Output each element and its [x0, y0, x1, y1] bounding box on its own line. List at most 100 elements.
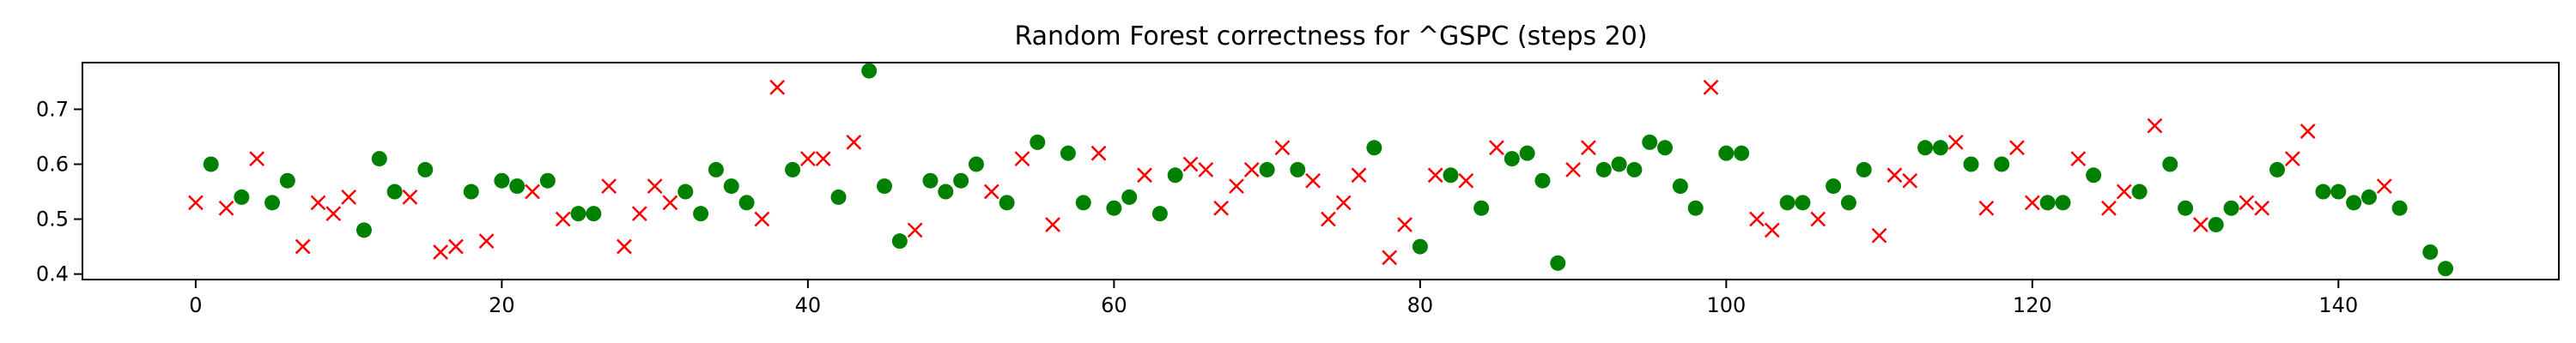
correct-point: [264, 195, 281, 211]
incorrect-point: [1947, 134, 1964, 150]
correct-point: [708, 161, 724, 178]
correct-point: [1687, 200, 1704, 216]
incorrect-point: [1871, 227, 1887, 244]
correct-point: [922, 172, 939, 189]
incorrect-point: [402, 190, 418, 205]
correct-point: [509, 178, 526, 195]
incorrect-point: [1427, 167, 1443, 184]
correct-point: [1734, 145, 1750, 161]
correct-point: [1779, 195, 1795, 211]
correct-point: [723, 178, 739, 195]
y-tick-label: 0.5: [36, 208, 69, 232]
correct-point: [2055, 195, 2071, 211]
incorrect-point: [1243, 162, 1260, 178]
incorrect-point: [188, 195, 204, 211]
incorrect-point: [1397, 217, 1413, 232]
incorrect-point: [769, 79, 786, 95]
correct-point: [1856, 161, 1872, 178]
incorrect-point: [1091, 145, 1107, 161]
correct-point: [2391, 200, 2408, 216]
incorrect-point: [2116, 184, 2132, 200]
correct-point: [861, 63, 878, 79]
correct-point: [279, 172, 295, 189]
incorrect-point: [2284, 151, 2300, 166]
correct-point: [1718, 145, 1735, 161]
correct-point: [877, 178, 893, 195]
incorrect-point: [601, 178, 617, 194]
plot-frame: [82, 62, 2560, 280]
x-tick-label: 120: [2013, 293, 2052, 317]
incorrect-point: [341, 190, 357, 205]
correct-point: [1060, 145, 1076, 161]
incorrect-point: [1565, 162, 1581, 178]
correct-point: [234, 189, 250, 205]
correct-point: [938, 184, 954, 200]
correct-point: [1595, 161, 1612, 178]
correct-point: [1504, 151, 1520, 167]
incorrect-point: [1382, 250, 1398, 266]
chart-marks: [188, 63, 2454, 277]
correct-point: [2162, 156, 2178, 172]
incorrect-point: [815, 151, 831, 166]
incorrect-point: [1229, 178, 1244, 194]
incorrect-point: [249, 151, 265, 166]
correct-point: [2208, 216, 2224, 232]
y-tick-label: 0.6: [36, 152, 69, 176]
incorrect-point: [2193, 217, 2208, 232]
incorrect-point: [478, 233, 495, 250]
chart-axes: 0 20 40 60 80 100 120 140 0.4 0.5 0.6 0.7: [36, 97, 2358, 317]
correct-point: [1657, 140, 1674, 156]
incorrect-point: [1213, 200, 1230, 216]
correct-point: [586, 206, 602, 222]
correct-point: [203, 156, 219, 172]
correct-point: [1550, 255, 1566, 271]
correct-point: [1412, 238, 1428, 255]
correct-point: [1917, 140, 1934, 156]
correct-point: [1366, 140, 1382, 156]
x-tick-label: 100: [1706, 293, 1746, 317]
correct-point: [693, 206, 709, 222]
incorrect-point: [2009, 140, 2025, 156]
incorrect-point: [2070, 151, 2087, 166]
incorrect-point: [647, 178, 663, 194]
incorrect-point: [1764, 222, 1780, 238]
x-tick-label: 60: [1101, 293, 1127, 317]
correct-point: [2315, 184, 2331, 200]
x-tick-label: 80: [1407, 293, 1434, 317]
incorrect-point: [2239, 195, 2255, 211]
correct-point: [1075, 195, 1091, 211]
x-tick-label: 40: [795, 293, 822, 317]
incorrect-point: [1489, 140, 1504, 156]
incorrect-point: [325, 206, 342, 222]
x-tick-label: 140: [2318, 293, 2358, 317]
correct-point: [968, 156, 984, 172]
correct-point: [1151, 206, 1168, 222]
correct-point: [463, 184, 479, 200]
correct-point: [2422, 244, 2439, 260]
correct-point: [539, 172, 556, 189]
correct-point: [1534, 172, 1551, 189]
chart-title: Random Forest correctness for ^GSPC (ste…: [1014, 21, 1647, 51]
incorrect-point: [754, 211, 770, 227]
incorrect-point: [1810, 211, 1826, 227]
correct-point: [677, 184, 694, 200]
incorrect-point: [2101, 200, 2117, 216]
correct-point: [1030, 134, 1046, 150]
correct-point: [1826, 178, 1842, 195]
correct-point: [785, 161, 801, 178]
correct-point: [355, 222, 372, 238]
incorrect-point: [2300, 123, 2316, 139]
correct-point: [2346, 195, 2362, 211]
correct-point: [2131, 184, 2148, 200]
correct-point: [2223, 200, 2239, 216]
incorrect-point: [310, 195, 326, 211]
incorrect-point: [295, 238, 311, 255]
correct-point: [1259, 161, 1275, 178]
incorrect-point: [525, 184, 540, 200]
correct-point: [1121, 189, 1138, 205]
incorrect-point: [1458, 172, 1474, 189]
incorrect-point: [1182, 156, 1199, 172]
correct-point: [1642, 134, 1658, 150]
